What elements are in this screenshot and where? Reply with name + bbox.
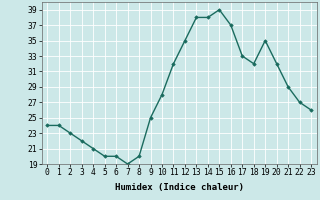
X-axis label: Humidex (Indice chaleur): Humidex (Indice chaleur) (115, 183, 244, 192)
